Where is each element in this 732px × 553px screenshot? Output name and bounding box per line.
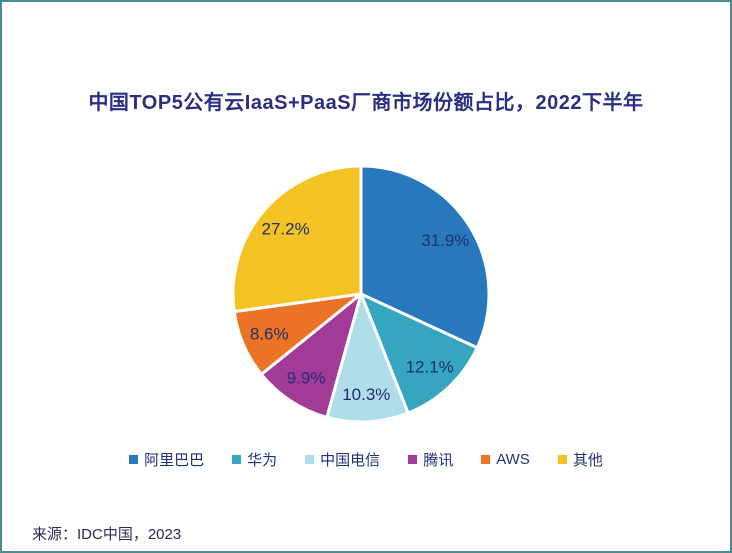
- source-text: 来源：IDC中国，2023: [32, 526, 182, 543]
- pie-slice-value-tencent: 9.9%: [287, 369, 326, 388]
- pie-slice-other: [231, 164, 363, 314]
- pie-slice-china-telecom: [325, 292, 410, 424]
- legend-item-alibaba: 阿里巴巴: [129, 449, 204, 470]
- pie-chart: 31.9% 12.1% 10.3% 9.9% 8.6% 27.2%: [231, 164, 491, 424]
- legend-swatch-alibaba: [129, 455, 139, 464]
- legend-item-other: 其他: [557, 449, 603, 470]
- pie-slice-value-china-telecom: 10.3%: [342, 385, 390, 404]
- legend-label-aws: AWS: [496, 451, 530, 468]
- legend-item-tencent: 腾讯: [408, 449, 453, 470]
- chart-legend: 阿里巴巴 华为 中国电信 腾讯 AWS 其他: [2, 449, 730, 470]
- pie-slice-value-huawei: 12.1%: [406, 358, 454, 377]
- legend-swatch-tencent: [408, 455, 418, 464]
- pie-slice-value-other: 27.2%: [261, 219, 309, 238]
- legend-item-huawei: 华为: [232, 449, 277, 470]
- legend-label-other: 其他: [572, 452, 603, 469]
- legend-label-huawei: 华为: [247, 452, 278, 469]
- pie-slice-value-alibaba: 31.9%: [421, 231, 469, 250]
- legend-swatch-aws: [481, 455, 491, 464]
- pie-slice-value-aws: 8.6%: [250, 325, 289, 344]
- legend-swatch-huawei: [232, 455, 242, 464]
- chart-title: 中国TOP5公有云IaaS+PaaS厂商市场份额占比，2022下半年: [88, 92, 644, 114]
- legend-swatch-china-telecom: [305, 455, 315, 464]
- legend-item-aws: AWS: [481, 451, 530, 468]
- pie-slice-alibaba: [359, 164, 491, 350]
- legend-label-alibaba: 阿里巴巴: [144, 452, 205, 469]
- pie-slice-huawei: [359, 292, 479, 415]
- legend-swatch-other: [557, 455, 567, 464]
- legend-label-tencent: 腾讯: [423, 452, 454, 469]
- legend-item-china-telecom: 中国电信: [305, 449, 380, 470]
- pie-slice-tencent: [259, 292, 363, 419]
- legend-label-china-telecom: 中国电信: [320, 452, 381, 469]
